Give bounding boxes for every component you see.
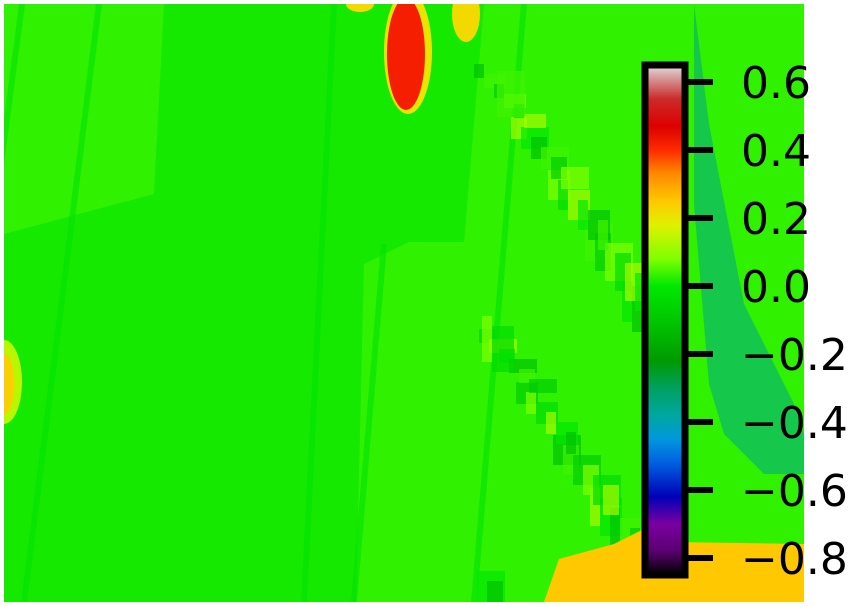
heatmap-image (4, 4, 804, 602)
heatmap-cell (492, 326, 514, 372)
heatmap-cell (598, 220, 608, 250)
heatmap-cell (529, 379, 557, 393)
heatmap-edge-streak (694, 4, 804, 474)
heatmap-streak (351, 243, 387, 602)
heatmap-cell (603, 485, 619, 515)
heatmap-cell (526, 392, 536, 414)
heatmap-cell (561, 167, 589, 189)
heatmap-cell (578, 200, 588, 230)
heatmap-cell (590, 488, 600, 526)
heatmap-top-spot-secondary (452, 4, 480, 42)
heatmap-cell (566, 432, 576, 454)
heatmap-cell (474, 64, 484, 78)
heatmap-cell (546, 412, 556, 434)
heatmap-rect-region (4, 4, 484, 602)
heatmap-cell (558, 180, 568, 210)
heatmap-cell (524, 114, 546, 128)
heatmap-cell (610, 508, 620, 546)
heatmap-top-spot (387, 4, 425, 110)
heatmap-field (4, 4, 804, 602)
heatmap-streak (4, 4, 25, 166)
heatmap-cell (497, 71, 525, 117)
heatmap-cell (652, 306, 674, 352)
heatmap-cell (487, 581, 503, 602)
heatmap-left-spot (4, 354, 14, 414)
heatmap-top-spot-left (346, 4, 374, 12)
heatmap-cell (635, 273, 651, 311)
heatmap-cell (482, 316, 492, 362)
